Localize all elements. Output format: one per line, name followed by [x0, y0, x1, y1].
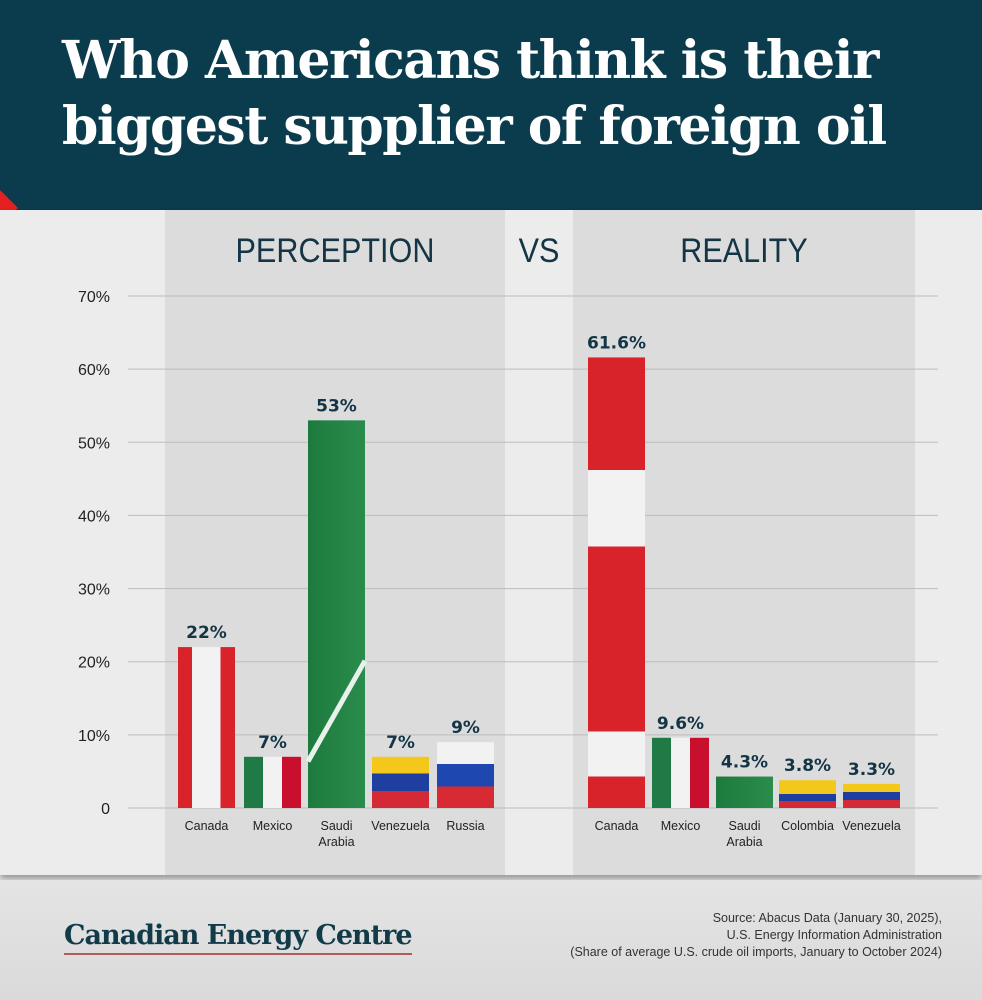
- y-tick-label: 60%: [78, 362, 110, 379]
- bar-colombia: [779, 780, 836, 808]
- y-tick-label: 20%: [78, 655, 110, 672]
- y-tick-label: 30%: [78, 582, 110, 599]
- bar-chart: 0 10% 20% 30% 40% 50% 60% 70% 22% Canada 7% Mexico 5…: [78, 289, 938, 849]
- bar-russia: [437, 742, 494, 808]
- source-line: (Share of average U.S. crude oil imports…: [570, 945, 942, 959]
- x-tick-label: Canada: [595, 819, 639, 833]
- source-note: Source: Abacus Data (January 30, 2025), …: [570, 910, 942, 961]
- bar-venezuela: [843, 783, 900, 808]
- data-label: 3.3%: [848, 760, 895, 780]
- source-line: Source: Abacus Data (January 30, 2025),: [712, 911, 942, 925]
- x-tick-label: Russia: [446, 819, 484, 833]
- data-label: 3.8%: [784, 756, 831, 776]
- bar-venezuela: [372, 756, 429, 808]
- perception-title: PERCEPTION: [235, 232, 435, 270]
- x-tick-label: Mexico: [661, 819, 701, 833]
- bar-canada: [588, 357, 645, 808]
- vs-label: VS: [518, 232, 560, 270]
- data-label: 22%: [186, 623, 227, 643]
- data-label: 53%: [316, 396, 357, 416]
- reality-title: REALITY: [680, 232, 808, 270]
- y-tick-label: 0: [101, 801, 110, 818]
- x-tick-label: Venezuela: [371, 819, 429, 833]
- footer: Canadian Energy Centre Source: Abacus Da…: [0, 880, 982, 1000]
- header-banner: Who Americans think is their biggest sup…: [0, 0, 982, 210]
- y-tick-label: 50%: [78, 435, 110, 452]
- chart-title: Who Americans think is their biggest sup…: [62, 30, 887, 157]
- y-tick-label: 70%: [78, 289, 110, 306]
- data-label: 9.6%: [657, 714, 704, 734]
- saudi-sword: [305, 659, 368, 763]
- data-label: 7%: [386, 733, 415, 753]
- source-line: U.S. Energy Information Administration: [726, 928, 942, 942]
- bar-canada: [178, 647, 235, 808]
- y-tick-label: 40%: [78, 508, 110, 525]
- data-label: 9%: [451, 718, 480, 738]
- bar-saudi-arabia: [716, 776, 773, 808]
- x-tick-label: Mexico: [253, 819, 293, 833]
- x-tick-label: Saudi: [729, 819, 761, 833]
- data-label: 4.3%: [721, 753, 768, 773]
- x-tick-label: Colombia: [781, 819, 834, 833]
- x-tick-label: Saudi: [321, 819, 353, 833]
- data-label: 61.6%: [587, 333, 646, 353]
- logo: Canadian Energy Centre: [64, 920, 413, 955]
- bar-mexico: [244, 756, 301, 808]
- bar-mexico: [652, 737, 709, 808]
- x-tick-label: Venezuela: [842, 819, 900, 833]
- x-tick-label: Canada: [185, 819, 229, 833]
- x-tick-label: Arabia: [318, 835, 354, 849]
- y-tick-label: 10%: [78, 728, 110, 745]
- x-tick-label: Arabia: [726, 835, 762, 849]
- data-label: 7%: [258, 733, 287, 753]
